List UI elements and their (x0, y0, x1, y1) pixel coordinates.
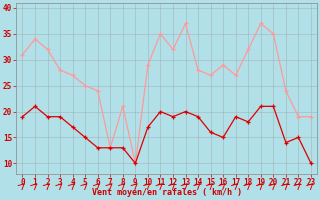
X-axis label: Vent moyen/en rafales ( km/h ): Vent moyen/en rafales ( km/h ) (92, 188, 242, 197)
